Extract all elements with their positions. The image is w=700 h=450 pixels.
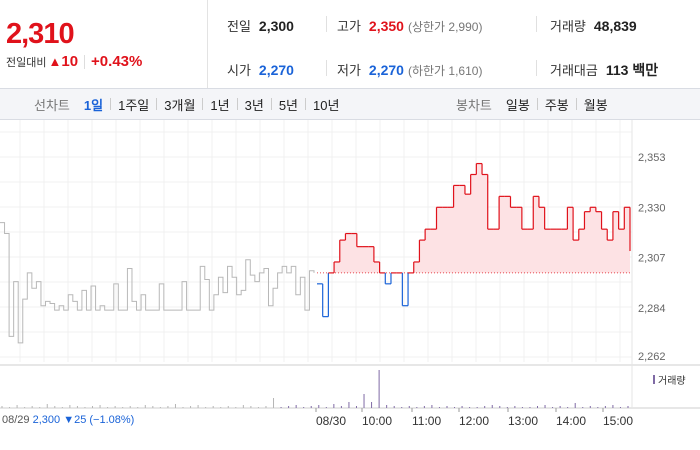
y-tick-label: 2,330 xyxy=(638,202,666,214)
low-item: 저가 2,270 (하한가 1,610) xyxy=(337,60,482,79)
change-row: 전일대비 ▲ 10 +0.43% xyxy=(6,53,142,70)
price-summary: 2,310 전일대비 ▲ 10 +0.43% xyxy=(0,0,208,88)
volume-bars xyxy=(1,370,629,408)
amount-value: 113 백만 xyxy=(605,62,659,78)
quote-info-grid: 전일 2,300 고가 2,350 (상한가 2,990) 거래량 48,839… xyxy=(208,0,700,88)
line-chart-tabs: 선차트 1일 1주일 3개월 1년 3년 5년 10년 xyxy=(34,89,339,119)
x-tick-label: 10:00 xyxy=(362,414,392,428)
open-item: 시가 2,270 xyxy=(227,60,294,79)
open-label: 시가 xyxy=(227,63,251,78)
divider xyxy=(84,54,86,69)
divider xyxy=(156,98,158,110)
chart-tab-bar: 선차트 1일 1주일 3개월 1년 3년 5년 10년 봉차트 일봉 주봉 월봉 xyxy=(0,88,700,120)
change-rate: +0.43% xyxy=(91,53,143,70)
divider xyxy=(536,16,537,32)
tab-1w[interactable]: 1주일 xyxy=(118,97,150,113)
prev-day-line xyxy=(0,222,315,344)
low-value: 2,270 xyxy=(368,62,404,78)
divider xyxy=(110,98,112,110)
tab-3y[interactable]: 3년 xyxy=(244,97,264,113)
divider xyxy=(326,60,327,76)
high-label: 고가 xyxy=(337,19,361,34)
prev-close-item: 전일 2,300 xyxy=(227,16,294,35)
y-tick-label: 2,284 xyxy=(638,303,666,315)
current-price: 2,310 xyxy=(6,18,75,50)
divider xyxy=(305,98,307,110)
high-item: 고가 2,350 (상한가 2,990) xyxy=(337,16,482,35)
lower-limit: (하한가 1,610) xyxy=(407,64,483,78)
open-value: 2,270 xyxy=(258,62,294,78)
volume-item: 거래량 48,839 xyxy=(550,16,637,35)
x-tick-label: 13:00 xyxy=(508,414,538,428)
high-value: 2,350 xyxy=(368,18,404,34)
change-value: 10 xyxy=(61,53,79,70)
up-arrow-icon: ▲ xyxy=(48,54,62,69)
y-tick-label: 2,353 xyxy=(638,152,666,164)
volume-label: 거래량 xyxy=(550,19,586,34)
upper-limit: (상한가 2,990) xyxy=(407,20,483,34)
tab-5y[interactable]: 5년 xyxy=(278,97,299,113)
volume-legend-swatch xyxy=(653,375,655,384)
prev-day-date: 08/29 xyxy=(2,414,30,426)
divider xyxy=(236,98,238,110)
divider xyxy=(326,16,327,32)
low-label: 저가 xyxy=(337,63,361,78)
y-tick-label: 2,262 xyxy=(638,351,666,363)
prev-close-value: 2,300 xyxy=(258,18,294,34)
prev-close-label: 전일 xyxy=(227,19,251,34)
chart-plot xyxy=(0,162,631,344)
x-tick-label: 11:00 xyxy=(412,414,441,428)
x-tick-label: 12:00 xyxy=(459,414,489,428)
change-label: 전일대비 xyxy=(6,56,47,69)
y-axis-labels: 2,353 2,330 2,307 2,284 2,262 xyxy=(638,152,666,363)
x-tick-label: 15:00 xyxy=(603,414,633,428)
tab-monthly[interactable]: 월봉 xyxy=(583,97,608,113)
tab-3m[interactable]: 3개월 xyxy=(164,97,196,113)
tab-1d[interactable]: 1일 xyxy=(83,97,104,113)
price-chart[interactable]: 2,353 2,330 2,307 2,284 2,262 08/30 10:00 11:0… xyxy=(0,120,700,450)
candle-chart-title: 봉차트 xyxy=(456,97,492,113)
price-area-fill xyxy=(317,163,630,273)
divider xyxy=(536,98,538,110)
divider xyxy=(536,60,537,76)
candle-chart-tabs: 봉차트 일봉 주봉 월봉 xyxy=(456,89,608,119)
tab-daily[interactable]: 일봉 xyxy=(505,97,530,113)
line-chart-title: 선차트 xyxy=(34,97,70,113)
x-tick-label: 08/30 xyxy=(316,414,346,428)
chart-grid xyxy=(0,120,700,409)
volume-legend: 거래량 xyxy=(653,372,686,387)
divider xyxy=(202,98,204,110)
x-axis-labels: 08/30 10:00 11:00 12:00 13:00 14:00 15:00 xyxy=(315,408,633,428)
amount-label: 거래대금 xyxy=(550,63,598,78)
tab-weekly[interactable]: 주봉 xyxy=(544,97,569,113)
x-tick-label: 14:00 xyxy=(556,414,586,428)
tab-1y[interactable]: 1년 xyxy=(210,97,230,113)
prev-day-info: 08/29 2,300 ▼25 (−1.08%) xyxy=(2,414,134,426)
prev-day-change: ▼25 (−1.08%) xyxy=(63,414,135,426)
y-tick-label: 2,307 xyxy=(638,253,666,265)
prev-day-price: 2,300 xyxy=(32,414,61,426)
tab-10y[interactable]: 10년 xyxy=(313,97,340,113)
divider xyxy=(270,98,272,110)
amount-item: 거래대금 113 백만 xyxy=(550,60,658,80)
volume-legend-label: 거래량 xyxy=(658,376,686,387)
volume-value: 48,839 xyxy=(593,18,637,34)
divider xyxy=(575,98,577,110)
